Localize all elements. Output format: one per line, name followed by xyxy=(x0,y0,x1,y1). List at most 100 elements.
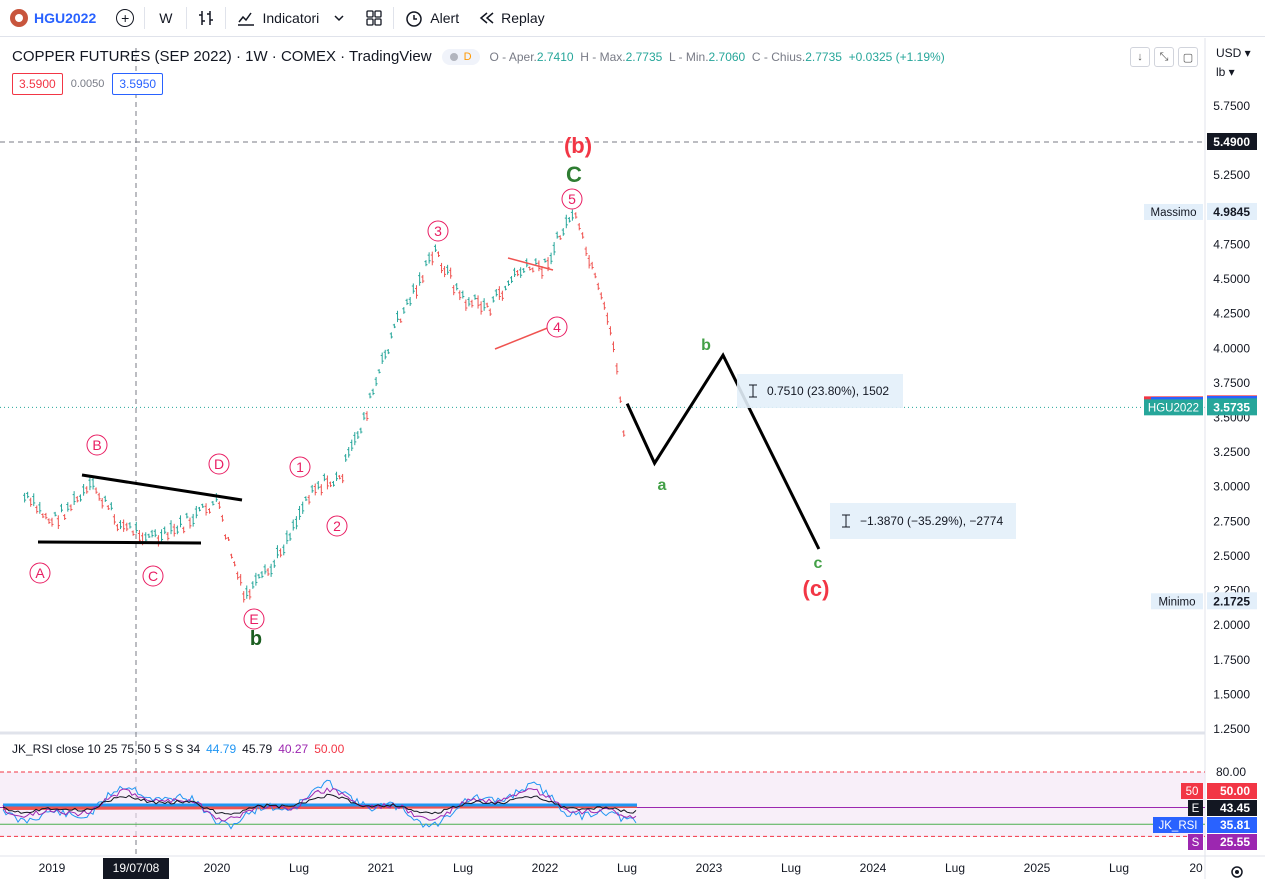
low-value: 2.7060 xyxy=(708,49,746,64)
price-bars-layer xyxy=(23,209,626,603)
toolbar-divider xyxy=(186,7,188,29)
wave-label-circle xyxy=(546,316,568,338)
settings-gear-icon[interactable] xyxy=(1231,866,1243,878)
interval-label: W xyxy=(159,10,173,26)
wave-label-circle xyxy=(326,515,348,537)
time-tick-label: Lug xyxy=(617,861,637,875)
rsi-tag-value: 50.00 xyxy=(1220,784,1250,798)
price-tag-label-bg xyxy=(1144,203,1203,220)
price-tag-value: 4.9845 xyxy=(1213,205,1250,219)
price-tag-value-bg xyxy=(1207,202,1257,220)
status-dot-icon xyxy=(449,52,458,61)
maximize-icon[interactable]: ▢ xyxy=(1178,47,1198,67)
crosshair-time-label-bg xyxy=(103,858,169,879)
layouts-button[interactable] xyxy=(355,0,393,37)
wave-label-b-projected: b xyxy=(701,337,711,354)
price-tag-value-bg xyxy=(1207,398,1257,416)
low-label: L - Min. xyxy=(668,49,709,64)
wave-label-text: 4 xyxy=(553,319,561,335)
wave-label-circle xyxy=(427,220,449,242)
replay-label: Replay xyxy=(501,10,545,26)
unit-selector[interactable]: lb ▾ xyxy=(1216,65,1235,79)
price-tag-value: 5.4900 xyxy=(1213,135,1250,149)
price-tick-label: 3.0000 xyxy=(1213,480,1250,494)
wave-label-major-b: (b) xyxy=(564,133,592,158)
wave-label-C: C xyxy=(566,162,582,187)
pane-controls: ↓ ⤡ ▢ xyxy=(1130,47,1198,67)
collapse-icon[interactable]: ⤡ xyxy=(1154,47,1174,67)
rsi-tag-value-bg xyxy=(1207,817,1257,833)
wave-label-text: 1 xyxy=(296,459,304,475)
measure-box xyxy=(830,503,1016,539)
price-tag-value: 2.1725 xyxy=(1213,594,1250,608)
rsi-tag-value-bg xyxy=(1207,800,1257,816)
drawings-layer: 0.7510 (23.80%), 1502 −1.3870 (−35.29%), … xyxy=(37,257,1016,550)
wave-label-text: B xyxy=(92,437,101,453)
wave-labels-layer: A B C D E 1 2 3 4 5 (b) Cb a b c (c) xyxy=(29,133,830,650)
price-tick-label: 4.7500 xyxy=(1213,237,1250,251)
wave-label-text: A xyxy=(35,565,45,581)
alert-button[interactable]: Alert xyxy=(394,0,469,37)
rsi-pane: 80.00 50 50.00 E 43.45 JK_RSI 35.81 S 25.55 xyxy=(0,765,1257,850)
time-tick-label: 2022 xyxy=(532,861,559,875)
toolbar-divider xyxy=(393,7,395,29)
rsi-tag-value-bg xyxy=(1207,834,1257,850)
wave-label-text: E xyxy=(249,611,258,627)
change-value: +0.0325 (+1.19%) xyxy=(848,49,945,64)
price-tick-label: 5.2500 xyxy=(1213,168,1250,182)
price-tag-value-bg xyxy=(1207,592,1257,610)
compare-symbol-button[interactable]: + xyxy=(106,0,144,37)
time-tick-label: 2021 xyxy=(368,861,395,875)
chart-title: COPPER FUTURES (SEP 2022) · 1W · COMEX ·… xyxy=(12,48,432,65)
wedge-upper-line xyxy=(507,257,554,271)
rsi-legend-label: JK_RSI close 10 25 75 50 5 S S 34 xyxy=(12,742,201,756)
time-tick-label: 20 xyxy=(1189,861,1203,875)
plus-circle-icon: + xyxy=(116,9,135,27)
symbol-search-button[interactable]: HGU2022 xyxy=(0,0,106,37)
rewind-icon xyxy=(479,12,494,24)
time-tick-label: 2024 xyxy=(860,861,887,875)
price-tick-label: 3.7500 xyxy=(1213,376,1250,390)
rsi-ema-line xyxy=(2,793,637,815)
currency-label: USD xyxy=(1216,46,1242,60)
rsi-legend: JK_RSI close 10 25 75 50 5 S S 34 44.79 … xyxy=(12,742,344,756)
crosshair-time-label: 19/07/08 xyxy=(113,861,160,875)
price-tag-label: Massimo xyxy=(1150,207,1196,219)
measure-icon xyxy=(842,514,850,528)
price-tick-label: 1.7500 xyxy=(1213,653,1250,667)
wave-label-circle xyxy=(243,608,265,630)
wave-label-circle xyxy=(86,434,108,456)
alert-label: Alert xyxy=(430,10,460,26)
rsi-value-2: 45.79 xyxy=(242,742,273,756)
measure-box xyxy=(737,374,903,408)
wave-label-circle xyxy=(29,562,51,584)
chart-canvas[interactable]: 0.7510 (23.80%), 1502 −1.3870 (−35.29%), … xyxy=(0,38,1265,879)
toolbar-divider xyxy=(225,7,227,29)
rsi-signal-line xyxy=(2,787,637,822)
wave-label-circle xyxy=(142,565,164,587)
toolbar-divider xyxy=(144,7,146,29)
indicators-icon xyxy=(238,12,255,26)
time-tick-label: 2019 xyxy=(39,861,66,875)
ohlc-values: O - Aper.2.7410 H - Max.2.7735 L - Min.2… xyxy=(490,50,945,64)
rsi-tag-value: 43.45 xyxy=(1220,801,1250,815)
currency-selector[interactable]: USD ▾ xyxy=(1216,46,1251,60)
sell-price-box[interactable]: 3.5900 xyxy=(12,73,63,95)
price-tag-label-bg xyxy=(1144,399,1203,416)
indicators-button[interactable]: Indicatori xyxy=(226,0,355,37)
interval-button[interactable]: W xyxy=(145,0,186,37)
close-value: 2.7735 xyxy=(805,49,842,64)
chart-type-button[interactable] xyxy=(187,0,225,37)
alarm-clock-icon xyxy=(406,11,423,27)
symbol-label: HGU2022 xyxy=(34,10,97,26)
rsi-tag-label: S xyxy=(1192,837,1200,849)
move-down-icon[interactable]: ↓ xyxy=(1130,47,1150,67)
data-status-pill[interactable]: D xyxy=(441,48,480,65)
replay-button[interactable]: Replay xyxy=(469,0,555,37)
time-tick-label: Lug xyxy=(289,861,309,875)
buy-price-box[interactable]: 3.5950 xyxy=(112,73,164,95)
grid-layout-icon xyxy=(366,10,382,26)
wave-label-major-c: (c) xyxy=(803,576,830,601)
rsi-tag-label-bg xyxy=(1188,834,1203,850)
